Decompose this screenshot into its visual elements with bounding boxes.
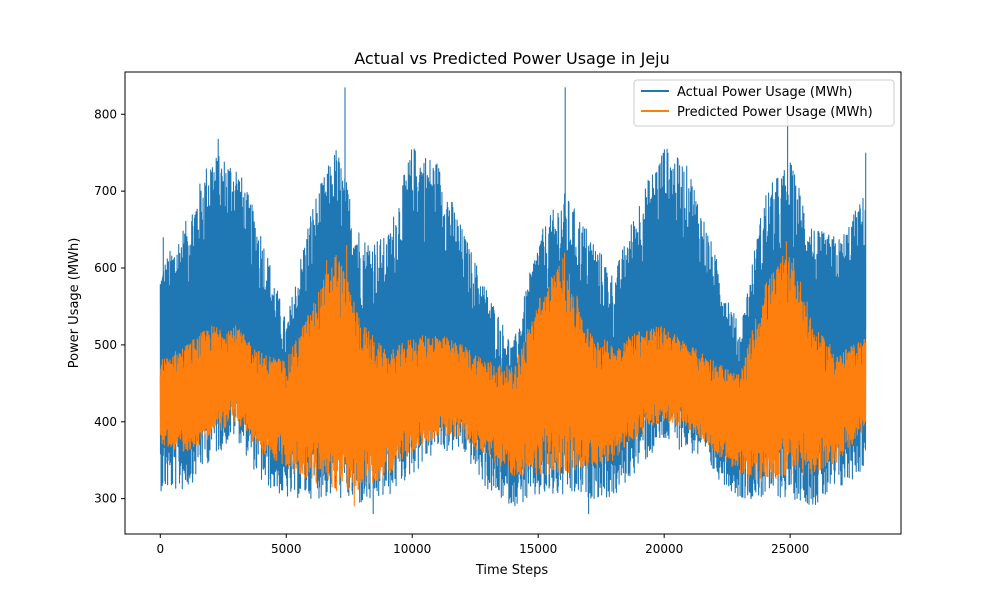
legend-label-predicted: Predicted Power Usage (MWh): [677, 105, 873, 120]
y-tick-label: 600: [94, 261, 117, 275]
y-tick-label: 300: [94, 492, 117, 506]
x-axis: 0 5000 10000 15000 20000 25000: [156, 534, 809, 556]
y-tick-label: 500: [94, 338, 117, 352]
x-tick-label: 10000: [393, 542, 431, 556]
x-tick-label: 0: [156, 542, 164, 556]
y-tick-label: 400: [94, 415, 117, 429]
series-predicted-line: [159, 241, 867, 507]
legend: Actual Power Usage (MWh) Predicted Power…: [633, 79, 895, 127]
x-tick-label: 25000: [771, 542, 809, 556]
y-tick-label: 700: [94, 184, 117, 198]
legend-label-actual: Actual Power Usage (MWh): [677, 85, 852, 100]
legend-box: [633, 79, 895, 127]
y-tick-label: 800: [94, 107, 117, 121]
x-tick-label: 15000: [519, 542, 557, 556]
series-layer: [159, 87, 867, 514]
y-axis: 300 400 500 600 700 800: [94, 107, 125, 506]
x-tick-label: 20000: [645, 542, 683, 556]
x-axis-label: Time Steps: [475, 563, 549, 578]
chart-title: Actual vs Predicted Power Usage in Jeju: [354, 49, 670, 68]
plot-frame: [124, 71, 902, 535]
x-tick-label: 5000: [271, 542, 302, 556]
y-axis-label: Power Usage (MWh): [67, 238, 82, 369]
